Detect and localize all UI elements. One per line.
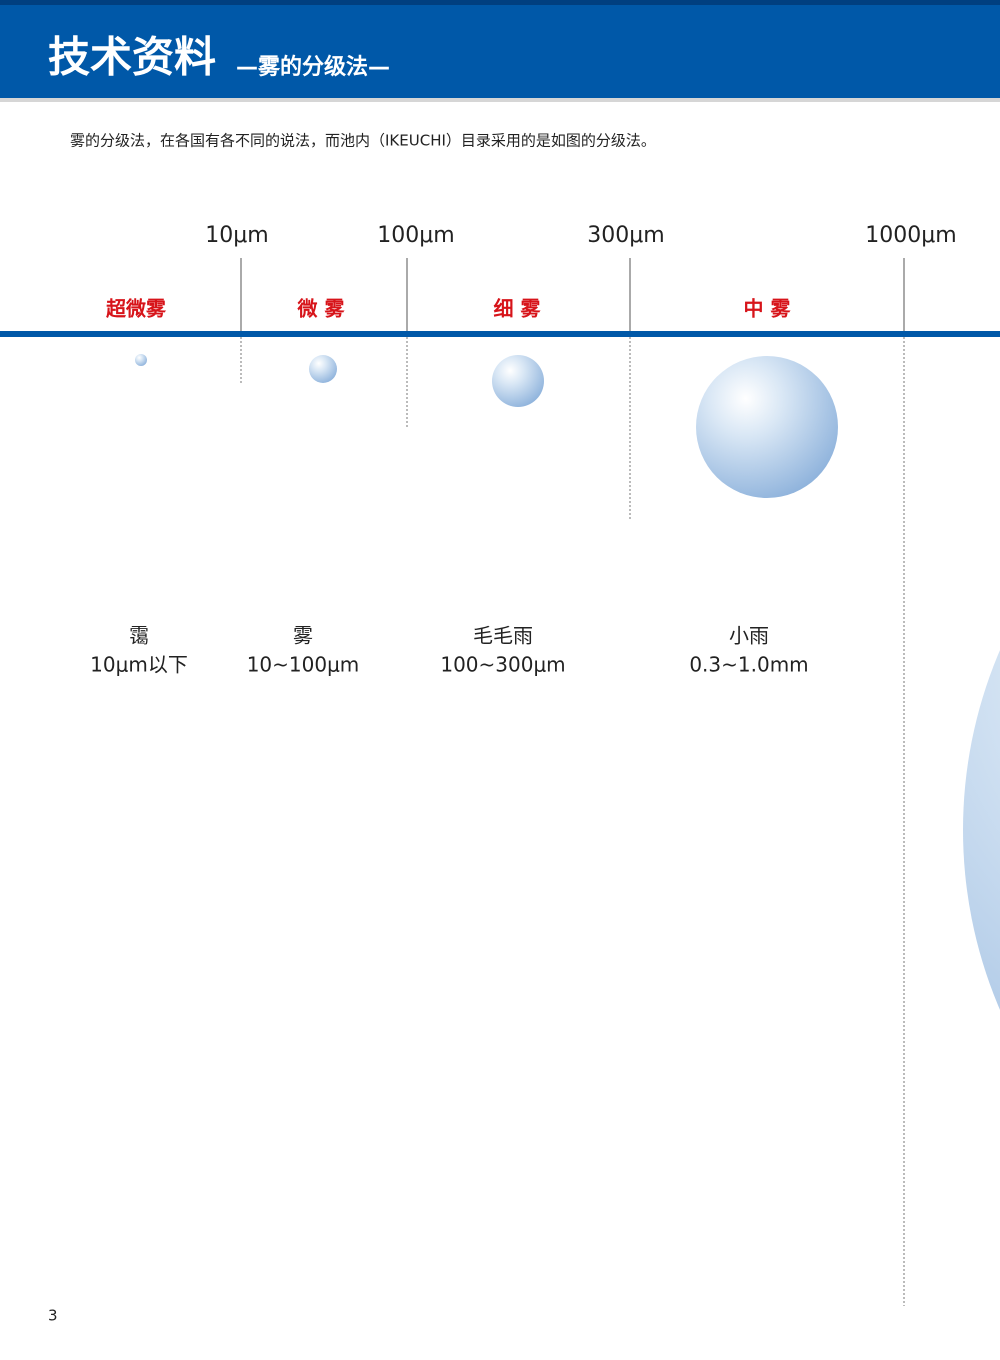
droplet-name: 毛毛雨 [473,624,533,648]
droplet-name: 霭 [129,624,149,648]
droplet-range: 100~300μm [440,653,565,677]
droplet [696,356,838,498]
droplet [309,355,337,383]
header-shadow [0,98,1000,102]
scale-label: 300μm [587,223,664,248]
droplet-range: 0.3~1.0mm [689,653,808,677]
droplet-name: 雾 [293,624,313,648]
droplet-range: 10~100μm [247,653,360,677]
header-title: 技术资料 [48,33,216,82]
header-bar [0,0,1000,98]
droplet [492,355,544,407]
scale: 10μm 100μm 300μm 1000μm [0,223,1000,1306]
scale-label: 100μm [377,223,454,248]
class-name: 超微雾 [105,297,167,321]
page-number: 3 [48,1307,58,1325]
header-subtitle: —雾的分级法— [236,54,390,80]
scale-label: 1000μm [865,223,956,248]
droplet-name: 小雨 [729,624,769,648]
scale-bar [0,331,1000,337]
header-top-line [0,0,1000,5]
droplet [963,650,1000,1010]
intro-text: 雾的分级法，在各国有各不同的说法，而池内（IKEUCHI）目录采用的是如图的分级… [70,132,656,150]
class-name: 中 雾 [744,297,792,321]
class-name: 细 雾 [494,297,542,321]
droplets [135,354,1000,1010]
header: 技术资料 —雾的分级法— [0,0,1000,102]
droplet [135,354,147,366]
class-name: 微 雾 [297,297,346,321]
scale-label: 10μm [205,223,268,248]
droplet-range: 10μm以下 [90,653,188,677]
